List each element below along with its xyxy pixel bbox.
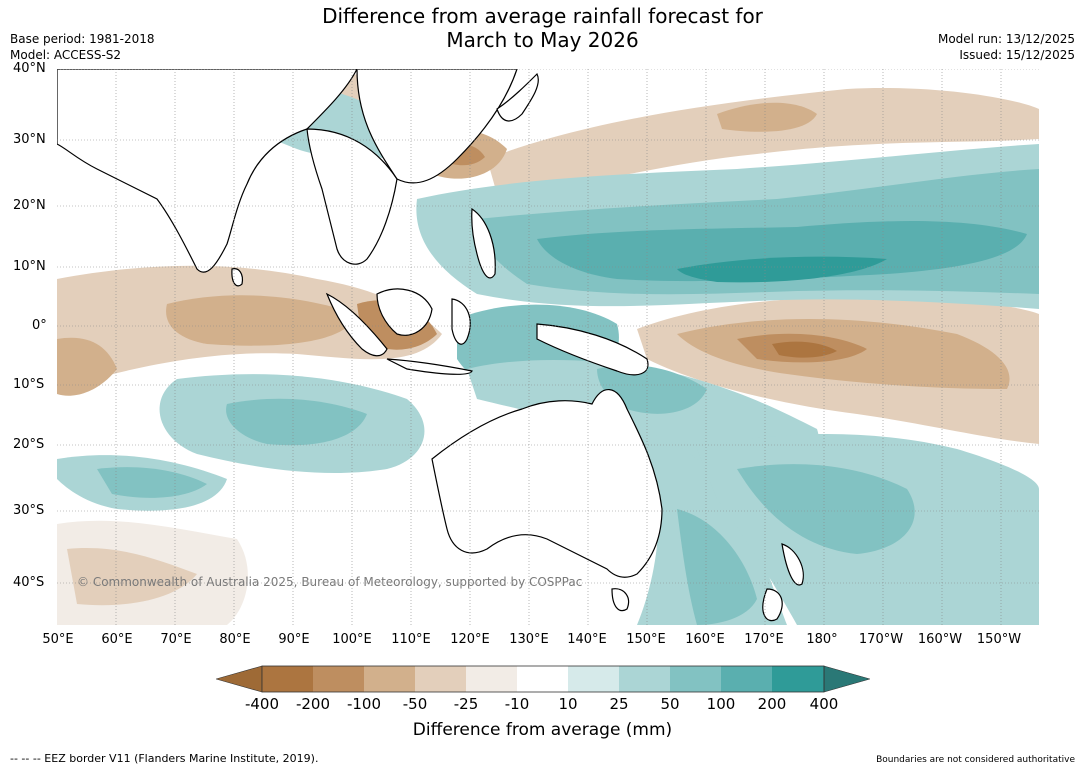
anomaly-dry-indian-ocean-core xyxy=(166,295,357,346)
model-name: Model: ACCESS-S2 xyxy=(10,48,122,62)
base-period: Base period: 1981-2018 xyxy=(10,32,155,46)
land-sri-lanka xyxy=(231,268,244,287)
colorbar-bin-2 xyxy=(313,666,364,692)
colorbar-label-minus-10: -10 xyxy=(504,695,530,713)
colorbar-bin-7 xyxy=(568,666,619,692)
colorbar-label-minus-400: -400 xyxy=(244,695,280,713)
lat-label-30s: 30°S xyxy=(13,503,45,518)
colorbar-extend-low xyxy=(216,665,263,693)
colorbar xyxy=(216,665,870,693)
anomaly-wet-north-pacific-max xyxy=(677,256,887,283)
land-indochina xyxy=(306,128,398,265)
land-java xyxy=(386,358,473,375)
issued-date: Issued: 15/12/2025 xyxy=(959,48,1075,62)
lon-label-110e: 110°E xyxy=(391,632,431,647)
colorbar-label-50: 50 xyxy=(660,695,680,713)
lat-label-equator: 0° xyxy=(32,318,47,333)
lon-label-170w: 170°W xyxy=(858,632,904,647)
meta-left: Base period: 1981-2018 Model: ACCESS-S2 xyxy=(10,31,155,63)
meta-right: Model run: 13/12/2025 Issued: 15/12/2025 xyxy=(938,31,1075,63)
lat-label-20s: 20°S xyxy=(13,437,45,452)
anomaly-wet-indian-ocean-south-mid xyxy=(226,398,367,446)
land-sumatra xyxy=(325,292,388,357)
land-philippines xyxy=(471,207,496,279)
colorbar-bin-10 xyxy=(721,666,772,692)
map-title: Difference from average rainfall forecas… xyxy=(0,4,1085,52)
colorbar-label-10: 10 xyxy=(558,695,578,713)
anomaly-dry-south-indian-core xyxy=(67,548,197,606)
lat-label-40n: 40°N xyxy=(13,61,46,76)
colorbar-bin-1 xyxy=(262,666,313,692)
colorbar-bin-3 xyxy=(364,666,415,692)
colorbar-label-100: 100 xyxy=(706,695,736,713)
colorbar-bin-11 xyxy=(772,666,824,692)
colorbar-frame xyxy=(261,665,825,693)
anomaly-wet-coral-sea xyxy=(597,365,707,414)
model-run: Model run: 13/12/2025 xyxy=(937,32,1075,46)
land-china xyxy=(356,69,518,184)
colorbar-title: Difference from average (mm) xyxy=(412,720,673,740)
colorbar-label-minus-50: -50 xyxy=(402,695,428,713)
title-line-2: March to May 2026 xyxy=(446,28,639,52)
lat-label-40s: 40°S xyxy=(13,575,45,590)
rainfall-map xyxy=(57,69,1039,625)
colorbar-label-200: 200 xyxy=(757,695,787,713)
colorbar-label-minus-200: -200 xyxy=(295,695,331,713)
land-japan xyxy=(496,72,539,122)
copyright-notice: © Commonwealth of Australia 2025, Bureau… xyxy=(77,575,583,589)
colorbar-label-minus-100: -100 xyxy=(346,695,382,713)
lon-label-60e: 60°E xyxy=(101,632,133,647)
anomaly-dry-north-pacific xyxy=(487,88,1039,194)
anomaly-wet-tasman xyxy=(677,509,757,625)
anomaly-shading xyxy=(57,74,1039,625)
land-new-guinea xyxy=(536,323,649,376)
lat-label-10n: 10°N xyxy=(13,259,46,274)
land-new-zealand-south xyxy=(762,588,783,622)
lat-label-20n: 20°N xyxy=(13,198,46,213)
land-tasmania xyxy=(611,588,630,612)
anomaly-wet-southwest-indian-mid xyxy=(97,467,207,498)
colorbar-bin-8 xyxy=(619,666,670,692)
eez-footnote: -- -- -- EEZ border V11 (Flanders Marine… xyxy=(10,752,319,765)
anomaly-dry-west-indian xyxy=(57,337,117,396)
lon-label-160e: 160°E xyxy=(685,632,725,647)
lon-label-170e: 170°E xyxy=(744,632,784,647)
lat-label-10s: 10°S xyxy=(13,377,45,392)
lon-label-180: 180° xyxy=(806,632,838,647)
land-australia xyxy=(431,389,663,578)
colorbar-bin-5 xyxy=(466,666,517,692)
colorbar-label-400: 400 xyxy=(809,695,839,713)
lon-label-50e: 50°E xyxy=(42,632,74,647)
land-masses xyxy=(57,69,804,622)
lat-label-30n: 30°N xyxy=(13,132,46,147)
land-asia xyxy=(57,69,358,273)
lon-label-140e: 140°E xyxy=(567,632,607,647)
lon-label-150w: 150°W xyxy=(976,632,1022,647)
land-borneo xyxy=(376,288,433,336)
title-line-1: Difference from average rainfall forecas… xyxy=(322,4,763,28)
colorbar-extend-high xyxy=(823,665,870,693)
lon-label-80e: 80°E xyxy=(219,632,251,647)
anomaly-dry-central-pacific-max xyxy=(772,341,837,358)
colorbar-bin-4 xyxy=(415,666,466,692)
land-sulawesi xyxy=(451,298,471,345)
lon-label-120e: 120°E xyxy=(450,632,490,647)
colorbar-label-minus-25: -25 xyxy=(453,695,479,713)
colorbar-bin-9 xyxy=(670,666,721,692)
lon-label-130e: 130°E xyxy=(509,632,549,647)
boundaries-disclaimer: Boundaries are not considered authoritat… xyxy=(876,755,1075,765)
anomaly-wet-north-pacific-strong xyxy=(537,221,1027,282)
lon-label-150e: 150°E xyxy=(626,632,666,647)
lon-label-160w: 160°W xyxy=(917,632,963,647)
lon-label-90e: 90°E xyxy=(278,632,310,647)
land-new-zealand-north xyxy=(781,543,804,586)
colorbar-label-25: 25 xyxy=(609,695,629,713)
colorbar-bin-6 xyxy=(517,666,568,692)
anomaly-wet-southwest-pacific-mid xyxy=(737,464,915,554)
lon-label-100e: 100°E xyxy=(332,632,372,647)
lon-label-70e: 70°E xyxy=(160,632,192,647)
anomaly-dry-north-pacific-core xyxy=(717,102,817,132)
